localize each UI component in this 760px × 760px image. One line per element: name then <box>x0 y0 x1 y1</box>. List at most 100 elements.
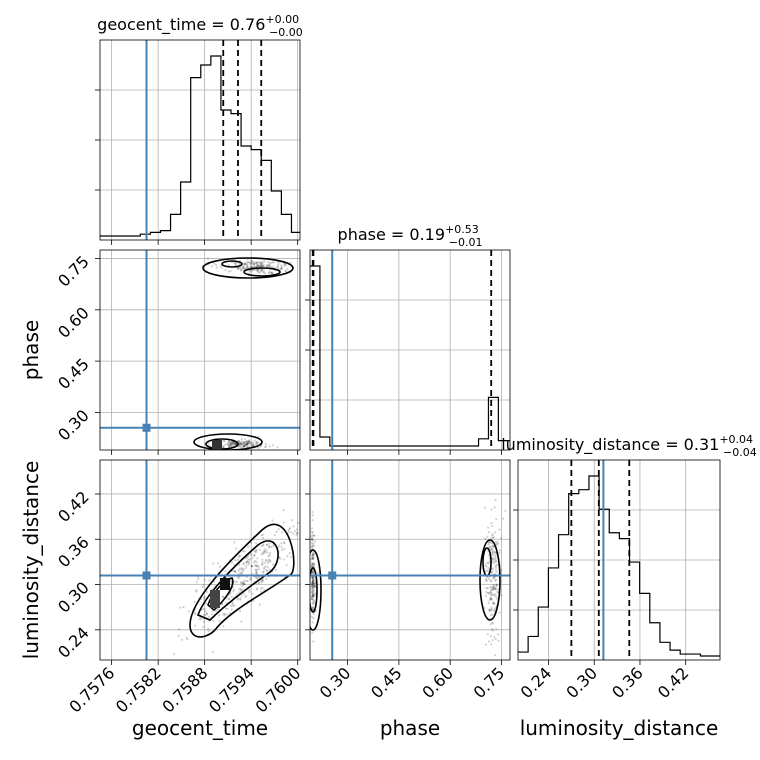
sample-point <box>252 262 256 265</box>
sample-point <box>265 569 268 572</box>
sample-point <box>251 572 254 576</box>
sample-point <box>204 610 207 613</box>
sample-point <box>282 558 285 561</box>
sample-point <box>492 586 495 589</box>
sample-point <box>250 553 253 556</box>
sample-point <box>255 568 258 571</box>
sample-point <box>193 611 196 614</box>
sample-point <box>310 583 313 586</box>
sample-point <box>242 582 245 585</box>
x-ticklabel: 0.7600 <box>251 663 304 716</box>
sample-point <box>239 587 242 591</box>
sample-point <box>231 604 234 607</box>
sample-point <box>259 269 262 273</box>
sample-point <box>239 597 242 600</box>
sample-point <box>261 563 264 566</box>
sample-point <box>311 557 314 560</box>
sample-point <box>310 564 313 567</box>
sample-point <box>250 564 253 567</box>
sample-point <box>269 552 272 555</box>
y-ticklabel: 0.30 <box>54 578 93 617</box>
sample-point <box>245 564 248 567</box>
sample-point <box>487 526 490 529</box>
sample-point <box>260 264 263 267</box>
sample-point <box>208 579 211 582</box>
sample-point <box>215 263 218 267</box>
sample-point <box>497 542 500 545</box>
sample-point <box>276 446 279 449</box>
sample-point <box>202 626 205 629</box>
sample-point <box>495 596 498 600</box>
sample-point <box>493 607 497 610</box>
sample-point <box>250 444 253 448</box>
sample-point <box>254 551 257 554</box>
sample-point <box>242 441 245 444</box>
sample-point <box>230 445 233 448</box>
sample-point <box>236 558 239 561</box>
sample-point <box>311 587 314 590</box>
sample-point <box>242 444 245 448</box>
sample-point <box>240 620 243 623</box>
sample-point <box>258 261 262 264</box>
sample-point <box>494 541 497 544</box>
sample-point <box>311 621 314 624</box>
sample-point <box>493 608 496 612</box>
sample-point <box>495 563 499 566</box>
sample-point <box>234 571 237 574</box>
sample-point <box>491 602 495 605</box>
sample-point <box>311 587 314 590</box>
sample-point <box>247 563 250 566</box>
sample-point <box>311 595 314 598</box>
x-axis-label-phase: phase <box>380 716 440 740</box>
sample-point <box>487 562 490 565</box>
sample-point <box>490 537 493 540</box>
sample-point <box>232 588 235 591</box>
sample-point <box>230 442 233 445</box>
sample-point <box>242 266 245 269</box>
title-upper: +0.04 <box>719 433 753 446</box>
sample-point <box>312 586 315 589</box>
sample-point <box>228 440 232 443</box>
sample-point <box>484 594 487 598</box>
sample-point <box>241 581 245 584</box>
sample-point <box>254 564 257 567</box>
sample-point <box>495 518 498 521</box>
sample-point <box>495 584 498 587</box>
sample-point <box>283 547 286 550</box>
sample-point <box>310 597 313 600</box>
title-geocent_time: geocent_time = 0.76+0.00 −0.00 <box>97 13 303 39</box>
sample-point <box>234 547 238 550</box>
contour-level <box>189 523 295 638</box>
sample-point <box>266 263 269 266</box>
sample-point <box>244 440 247 443</box>
sample-point <box>261 580 264 583</box>
sample-point <box>245 443 248 446</box>
data-layer <box>100 40 720 660</box>
sample-point <box>230 608 233 611</box>
sample-point <box>246 445 249 448</box>
sample-point <box>266 265 269 268</box>
sample-point <box>495 542 498 545</box>
sample-point <box>495 627 498 630</box>
sample-point <box>245 594 248 597</box>
sample-point <box>228 442 231 445</box>
sample-point <box>227 598 230 601</box>
sample-point <box>242 583 245 586</box>
sample-point <box>311 519 314 522</box>
sample-point <box>494 593 497 596</box>
sample-point <box>311 584 314 587</box>
sample-point <box>247 545 250 548</box>
sample-point <box>312 557 315 560</box>
sample-point <box>223 439 226 443</box>
sample-point <box>492 602 495 605</box>
sample-point <box>494 587 497 590</box>
sample-point <box>248 442 251 445</box>
y-ticklabel: 0.24 <box>54 623 93 662</box>
sample-point <box>222 612 225 615</box>
x-ticklabel: 0.7576 <box>65 663 118 716</box>
sample-point <box>490 508 493 511</box>
y-axis-label-luminosity_distance: luminosity_distance <box>19 461 43 660</box>
sample-point <box>207 442 210 445</box>
sample-point <box>195 581 198 584</box>
sample-point <box>250 265 253 268</box>
